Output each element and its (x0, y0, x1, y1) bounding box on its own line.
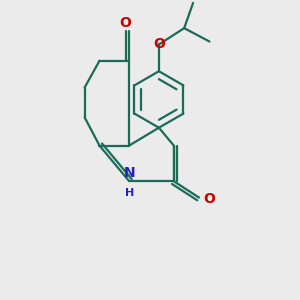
Text: H: H (124, 188, 134, 198)
Text: O: O (203, 192, 215, 206)
Text: N: N (123, 166, 135, 180)
Text: O: O (153, 38, 165, 52)
Text: O: O (119, 16, 131, 30)
